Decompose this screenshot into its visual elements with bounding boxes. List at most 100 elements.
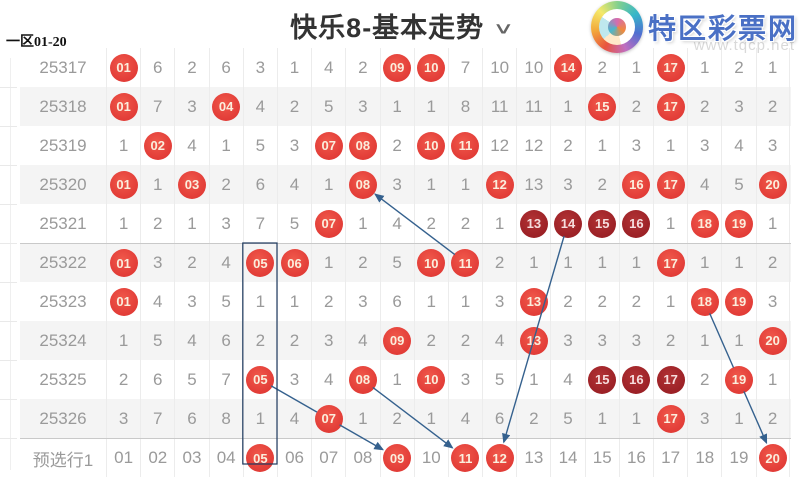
miss-count: 1 — [460, 174, 471, 194]
miss-count: 1 — [118, 213, 129, 233]
miss-count: 15 — [592, 448, 612, 467]
row-label: 25317 — [39, 57, 87, 77]
miss-count: 5 — [323, 96, 334, 116]
cell: 3 — [755, 282, 790, 321]
cell: 11 — [447, 439, 482, 477]
cell: 3 — [721, 87, 755, 126]
draw-row-25320: 25320 01 1 03 2 6 4 1 08 3 1 1 12 13 3 2 16 17 4 5 20 — [20, 165, 791, 204]
cell: 1 — [379, 87, 414, 126]
cell: 1 — [413, 282, 448, 321]
miss-count: 1 — [426, 408, 437, 428]
miss-count: 7 — [153, 96, 163, 116]
miss-count: 2 — [767, 253, 778, 272]
ball-05: 05 — [246, 249, 275, 277]
ball-16: 16 — [622, 209, 651, 238]
cell: 3 — [174, 282, 208, 321]
cell: 2 — [516, 399, 550, 438]
miss-count: 6 — [153, 369, 163, 389]
miss-count: 3 — [392, 174, 402, 194]
cell: 5 — [311, 87, 345, 126]
ball-08: 08 — [348, 170, 377, 199]
miss-count: 1 — [323, 174, 334, 194]
ball-09: 09 — [383, 53, 412, 82]
miss-count: 2 — [392, 408, 402, 428]
cell: 15 — [584, 360, 619, 399]
cell: 05 — [242, 360, 277, 399]
miss-count: 2 — [426, 330, 437, 350]
cell: 04 — [208, 87, 243, 126]
miss-count: 2 — [529, 408, 539, 428]
cell: 01 — [106, 244, 140, 282]
cell: 2 — [584, 165, 619, 204]
ball-01: 01 — [109, 170, 138, 199]
miss-count: 3 — [563, 174, 573, 194]
cell: 01 — [106, 87, 140, 126]
ball-13: 13 — [519, 287, 548, 316]
cell: 5 — [550, 399, 584, 438]
cell: 4 — [174, 126, 208, 165]
miss-count: 10 — [421, 448, 441, 467]
cell: 4 — [447, 399, 482, 438]
cell: 1 — [413, 399, 448, 438]
cell: 12 — [482, 126, 516, 165]
cell: 10 — [413, 48, 448, 87]
miss-count: 2 — [665, 330, 676, 350]
ball-17: 17 — [656, 92, 685, 121]
cell: 11 — [447, 244, 482, 282]
ball-15: 15 — [588, 365, 617, 394]
cell: 3 — [208, 204, 243, 243]
miss-count: 3 — [460, 369, 471, 389]
ball-17: 17 — [656, 170, 685, 199]
miss-count: 2 — [426, 213, 437, 233]
cell: 07 — [311, 126, 345, 165]
cell: 2 — [379, 126, 414, 165]
miss-count: 1 — [563, 96, 573, 116]
miss-count: 2 — [392, 135, 402, 155]
miss-count: 6 — [187, 408, 197, 428]
miss-count: 2 — [460, 213, 471, 233]
cell: 5 — [721, 165, 755, 204]
chevron-down-icon[interactable]: ∨ — [492, 20, 515, 38]
miss-count: 19 — [729, 448, 749, 467]
cell: 05 — [242, 439, 277, 477]
cell: 1 — [242, 282, 277, 321]
miss-count: 4 — [358, 330, 368, 350]
miss-count: 5 — [187, 369, 197, 389]
cell: 14 — [550, 439, 584, 477]
cell: 2 — [276, 321, 311, 360]
cell: 1 — [311, 165, 345, 204]
cell: 19 — [721, 360, 755, 399]
miss-count: 2 — [563, 135, 573, 155]
miss-count: 4 — [700, 174, 710, 194]
miss-count: 1 — [734, 408, 744, 428]
cell: 2 — [345, 244, 379, 282]
cell: 16 — [618, 204, 653, 243]
site-logo[interactable]: 特区彩票网 — [590, 1, 798, 53]
ball-14: 14 — [554, 209, 583, 238]
cell: 02 — [140, 126, 174, 165]
cell: 2 — [379, 399, 414, 438]
miss-count: 2 — [494, 253, 505, 272]
cell: 2 — [208, 165, 243, 204]
cell: 12 — [482, 439, 516, 477]
miss-count: 4 — [221, 253, 231, 272]
cell: 3 — [276, 126, 311, 165]
miss-count: 1 — [734, 330, 744, 350]
miss-count: 1 — [597, 135, 607, 155]
ball-09: 09 — [383, 326, 412, 355]
cell: 17 — [653, 244, 687, 282]
miss-count: 3 — [153, 253, 163, 272]
ball-07: 07 — [314, 131, 343, 160]
miss-count: 1 — [597, 408, 607, 428]
cell: 3 — [550, 321, 584, 360]
cell: 4 — [379, 204, 414, 243]
ball-15: 15 — [588, 209, 617, 238]
cell: 12 — [516, 126, 550, 165]
miss-count: 3 — [767, 291, 778, 311]
miss-count: 5 — [153, 330, 163, 350]
miss-count: 3 — [289, 135, 300, 155]
row-label: 25320 — [39, 174, 87, 194]
miss-count: 13 — [524, 448, 544, 467]
cell: 2 — [174, 244, 208, 282]
miss-count: 1 — [597, 253, 607, 272]
